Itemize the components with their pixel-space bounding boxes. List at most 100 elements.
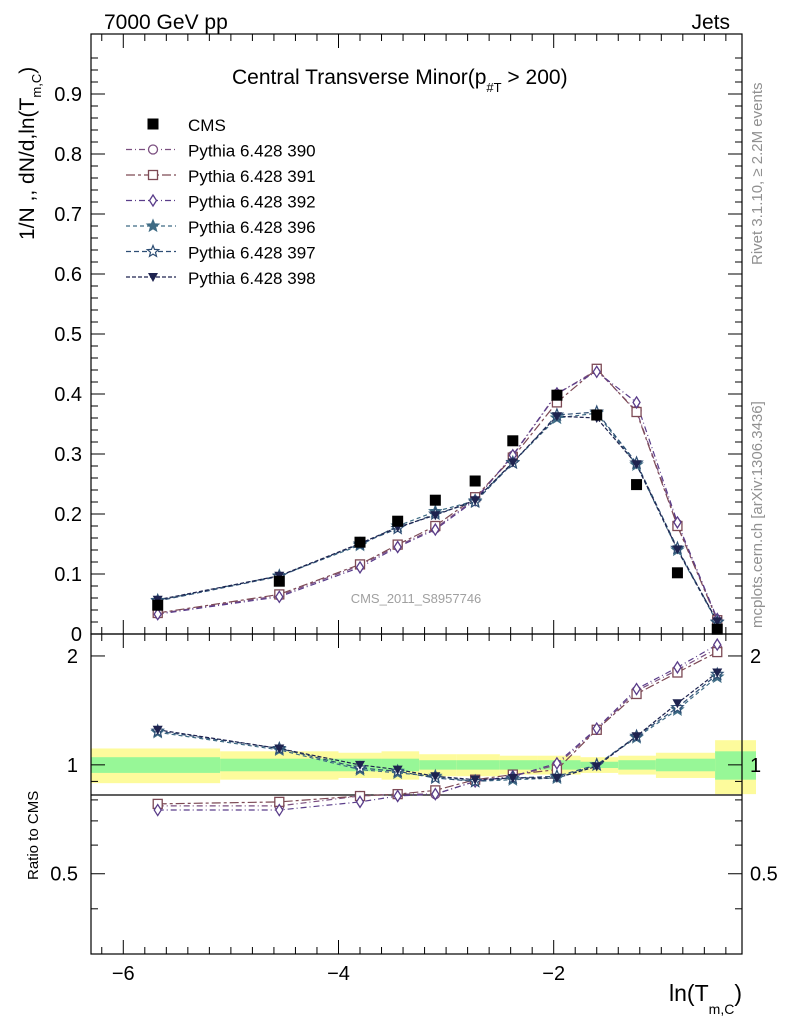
y-tick-label: 0.5	[54, 324, 82, 346]
ratio-tick-label-right: 1	[750, 755, 761, 777]
ratio-point	[152, 725, 163, 735]
legend-label: Pythia 6.428 392	[188, 193, 316, 212]
process-label: Jets	[691, 11, 730, 34]
x-tick-label: −6	[112, 963, 135, 985]
band-green	[499, 760, 538, 770]
legend-marker	[145, 218, 161, 233]
series-line	[157, 367, 718, 621]
band-green	[419, 760, 457, 770]
y-tick-label: 0.9	[54, 84, 82, 106]
legend-marker	[148, 193, 158, 208]
ratio-point	[631, 732, 642, 742]
data-point	[631, 460, 642, 470]
main-series	[150, 363, 725, 635]
ratio-y-axis-label: Ratio to CMS	[25, 791, 42, 880]
cms-data-point	[273, 575, 285, 587]
legend-marker-cms	[147, 118, 159, 130]
ratio-point	[393, 789, 402, 803]
cms-data-point	[152, 599, 164, 611]
cms-data-point	[429, 494, 441, 506]
y-tick-label: 0.1	[54, 564, 82, 586]
ratio-tick-label-left: 2	[67, 646, 78, 668]
data-point	[551, 412, 562, 422]
ratio-series-line	[157, 651, 718, 805]
x-tick-label: −4	[327, 963, 350, 985]
y-tick-label: 0.4	[54, 384, 82, 406]
y-tick-label: 0	[71, 624, 82, 646]
cms-data-point	[469, 475, 481, 487]
data-point	[275, 590, 284, 604]
band-green	[91, 757, 221, 773]
data-point	[592, 365, 602, 379]
legend-marker	[145, 243, 161, 258]
legend-marker	[147, 144, 159, 155]
ratio-point	[470, 775, 481, 785]
ratio-point	[430, 772, 441, 782]
band-green	[220, 758, 339, 772]
ratio-point	[275, 803, 284, 817]
ratio-point	[632, 682, 641, 696]
legend-marker	[148, 273, 158, 282]
data-point	[393, 540, 402, 554]
band-green	[618, 760, 656, 770]
ratio-point	[431, 787, 440, 801]
cms-data-point	[631, 479, 643, 491]
rivet-version-label: Rivet 3.1.10, ≥ 2.2M events	[749, 83, 766, 266]
series-line	[157, 411, 718, 623]
ratio-tick-label-left: 1	[67, 755, 78, 777]
data-point	[355, 560, 365, 575]
plot-title: Central Transverse Minor(p#T > 200)	[232, 66, 568, 95]
band-green	[381, 758, 420, 772]
data-point	[153, 607, 162, 621]
y-tick-label: 0.7	[54, 204, 82, 226]
legend-marker	[147, 169, 159, 181]
band-green	[715, 751, 756, 780]
ratio-point	[592, 721, 602, 736]
ratio-uncertainty-bands	[91, 740, 756, 795]
cms-data-point	[507, 435, 519, 447]
ratio-point	[274, 744, 285, 754]
ratio-series-line	[157, 676, 718, 783]
x-tick-label: −2	[542, 963, 565, 985]
y-tick-label: 0.3	[54, 444, 82, 466]
legend: CMS Pythia 6.428 390 Pythia 6.428 391 Pythi…	[126, 116, 316, 288]
data-point	[673, 515, 682, 530]
y-tick-label: 0.6	[54, 264, 82, 286]
data-point	[632, 395, 641, 410]
legend-label-cms: CMS	[188, 116, 226, 135]
legend-label: Pythia 6.428 397	[188, 244, 316, 263]
ratio-point	[712, 637, 722, 652]
data-point	[470, 496, 481, 506]
legend-label: Pythia 6.428 396	[188, 218, 316, 237]
cms-data-point	[591, 409, 603, 421]
data-point	[672, 545, 683, 555]
y-tick-label: 0.8	[54, 144, 82, 166]
band-green	[456, 760, 500, 770]
legend-label: Pythia 6.428 390	[188, 142, 316, 161]
ratio-tick-label-right: 0.5	[750, 864, 778, 886]
data-point	[712, 617, 723, 627]
x-axis-label: ln(Tm,C)	[669, 980, 742, 1017]
analysis-watermark: CMS_2011_S8957746	[351, 591, 482, 606]
cms-data-point	[671, 567, 683, 579]
legend-label: Pythia 6.428 398	[188, 269, 316, 288]
ratio-point	[355, 760, 366, 770]
cms-data-point	[711, 623, 723, 635]
ratio-plot-frame	[90, 633, 743, 955]
data-point	[430, 511, 441, 521]
cms-data-point	[551, 389, 563, 401]
ratio-point	[591, 762, 602, 772]
cms-data-point	[354, 536, 366, 548]
band-green	[655, 758, 716, 772]
cms-data-point	[392, 515, 404, 527]
ratio-point	[153, 803, 162, 817]
series-line	[157, 415, 718, 622]
ratio-point	[712, 668, 723, 678]
data-point	[431, 522, 440, 537]
ratio-point	[355, 795, 365, 809]
ratio-series-line	[157, 673, 718, 783]
y-tick-label: 0.2	[54, 504, 82, 526]
legend-label: Pythia 6.428 391	[188, 167, 316, 186]
mcplots-source-label: mcplots.cern.ch [arXiv:1306.3436]	[749, 401, 766, 628]
